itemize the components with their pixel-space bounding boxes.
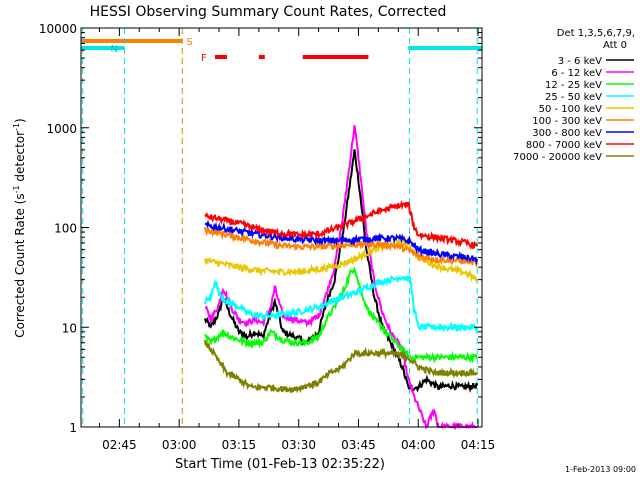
y-tick-label: 100 [54,222,77,236]
series-line [204,226,479,269]
flare-flag-label: F [201,53,207,64]
legend-subtitle: Att 0 [603,40,627,51]
legend-label: 12 - 25 keV [545,80,602,91]
y-axis-label-part: ) [13,118,27,123]
x-tick-label: 04:00 [401,438,436,452]
chart-title: HESSI Observing Summary Count Rates, Cor… [90,4,447,20]
series-line [204,266,478,364]
y-axis-label-part: Corrected Count Rate (s [13,193,27,337]
x-tick-label: 03:15 [222,438,257,452]
y-axis-label-part: detector [13,131,27,186]
y-tick-label: 1000 [46,122,77,136]
x-tick-label: 03:00 [162,438,197,452]
y-axis-label-sup: -1 [12,123,21,131]
timestamp: 1-Feb-2013 09:00 [565,465,636,474]
series-line [204,237,478,283]
y-axis-label: Corrected Count Rate (s-1 detector-1) [12,118,27,337]
series-line [204,200,479,250]
y-tick-label: 1 [69,421,77,435]
x-axis-label: Start Time (01-Feb-13 02:35:22) [175,457,385,472]
legend-label: 7000 - 20000 keV [513,152,602,163]
legend-label: 25 - 50 keV [545,92,602,103]
x-axis: 02:45 03:00 03:15 03:30 03:45 04:00 04:15 [98,28,496,452]
legend-label: 800 - 7000 keV [526,140,602,151]
y-axis: 1 10 100 1000 10000 [39,22,482,435]
legend-label: 50 - 100 keV [539,104,603,115]
series-layer [204,125,479,431]
legend-label: 3 - 6 keV [558,56,602,67]
legend-label: 300 - 800 keV [532,128,602,139]
x-tick-label: 04:15 [461,438,496,452]
series-line [204,274,479,334]
x-tick-label: 02:45 [102,438,137,452]
saa-flag-label: S [186,37,192,48]
x-tick-label: 03:30 [281,438,316,452]
series-line [204,339,479,394]
y-tick-label: 10 [62,321,77,335]
x-tick-label: 03:45 [341,438,376,452]
legend-label: 6 - 12 keV [551,68,602,79]
legend-title: Det 1,3,5,6,7,9, [557,28,635,39]
night-flag-label: N [111,44,118,55]
y-tick-label: 10000 [39,22,77,36]
y-axis-label-sup: -1 [12,185,21,193]
series-line [204,219,479,266]
legend-label: 100 - 300 keV [532,116,602,127]
